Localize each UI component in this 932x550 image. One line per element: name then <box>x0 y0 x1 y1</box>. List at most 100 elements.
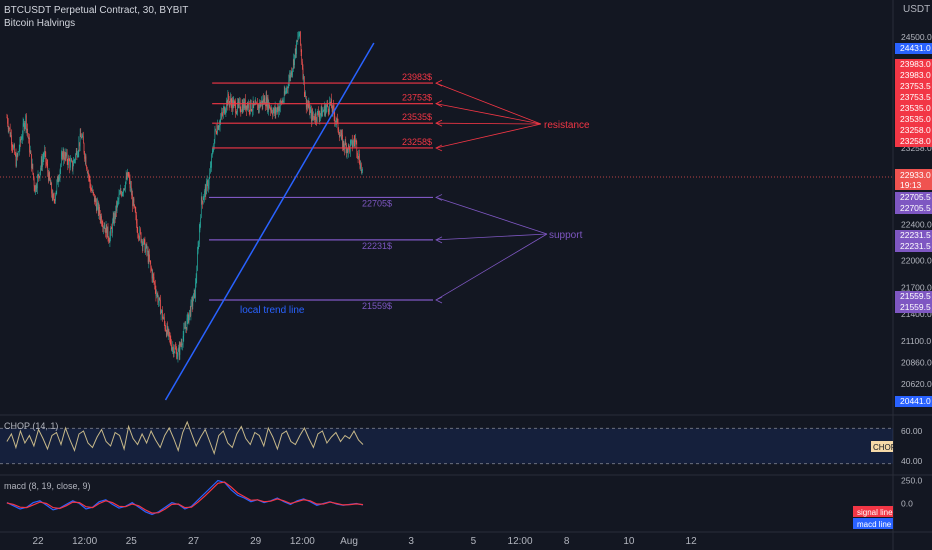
candle-body <box>209 172 210 179</box>
price-badge-label: 23983.0 <box>900 59 931 69</box>
price-tick-label: 21700.0 <box>901 282 932 292</box>
candle-body <box>74 159 76 161</box>
candle-body <box>188 314 190 323</box>
candle-body <box>230 98 232 103</box>
trendline-label: local trend line <box>240 305 305 316</box>
price-badge-label: 23535.0 <box>900 103 931 113</box>
candle-body <box>346 144 347 154</box>
candle-body <box>20 138 21 142</box>
candle-body <box>85 156 87 166</box>
candle-body <box>134 204 135 207</box>
candle-body <box>19 138 21 149</box>
price-badge <box>895 291 932 302</box>
price-tick-label: 21100.0 <box>901 336 931 346</box>
candle-body <box>35 185 36 193</box>
candle-body <box>167 329 169 334</box>
candle-body <box>176 350 177 359</box>
candle-body <box>198 244 199 246</box>
candle-body <box>12 146 14 150</box>
candle-body <box>336 118 337 122</box>
candle-body <box>195 278 197 283</box>
candle-body <box>86 168 88 173</box>
candle-body <box>307 105 309 108</box>
candle-body <box>341 133 343 135</box>
candle-body <box>186 318 188 330</box>
price-badge <box>895 241 932 252</box>
candle-body <box>177 351 179 357</box>
candle-body <box>61 152 63 157</box>
candle-body <box>236 111 238 114</box>
candle-body <box>104 227 106 229</box>
candle-body <box>353 140 355 142</box>
price-tick-label: 23258.0 <box>901 143 932 153</box>
candle-body <box>269 102 270 109</box>
resistance-arrowhead <box>435 144 443 152</box>
candle-body <box>15 154 16 155</box>
support-price-label: 22705$ <box>362 198 392 208</box>
candle-body <box>272 111 274 116</box>
candle-body <box>320 113 321 116</box>
candle-body <box>354 141 356 143</box>
candle-body <box>204 187 206 191</box>
candle-body <box>81 136 82 139</box>
candle-body <box>101 216 102 224</box>
candle-body <box>48 172 50 181</box>
candle-body <box>267 97 268 108</box>
candle-body <box>87 172 89 174</box>
candle-body <box>352 144 354 147</box>
candle-body <box>316 111 318 121</box>
candle-body <box>134 206 136 213</box>
candle-body <box>98 206 100 214</box>
candle-body <box>142 240 143 247</box>
candle-body <box>276 107 278 111</box>
candle-body <box>318 111 319 116</box>
chop-title: CHOP (14, 1) <box>4 421 59 431</box>
candle-body <box>112 222 113 233</box>
candle-body <box>36 188 38 190</box>
resistance-arrow <box>435 123 542 149</box>
candle-body <box>145 247 146 253</box>
candle-body <box>280 100 282 102</box>
candle-body <box>294 54 295 66</box>
candle-body <box>75 151 77 155</box>
price-badge <box>895 43 932 54</box>
candle-body <box>42 159 43 167</box>
candle-body <box>265 104 266 106</box>
candle-body <box>319 115 321 119</box>
price-axis-badges: 24431.023983.023983.023753.523753.523535… <box>895 43 932 407</box>
candle-body <box>84 156 86 159</box>
time-tick-label: 27 <box>187 536 200 547</box>
candle-body <box>295 48 297 55</box>
candle-body <box>33 178 35 187</box>
candle-body <box>172 346 174 348</box>
candle-body <box>169 332 170 337</box>
candle-body <box>126 176 128 179</box>
candle-body <box>64 152 66 160</box>
candle-body <box>182 344 183 345</box>
candle-body <box>204 190 205 198</box>
candle-body <box>190 301 192 316</box>
price-badge <box>895 70 932 81</box>
price-badge-label: 22705.5 <box>900 203 931 213</box>
price-tick-label: 22400.0 <box>901 220 932 230</box>
resistance-arrowhead <box>435 100 443 108</box>
candle-body <box>212 150 214 152</box>
candle-body <box>86 165 87 169</box>
candle-body <box>186 327 187 330</box>
price-tick-label: 24500.0 <box>901 32 932 42</box>
candle-body <box>101 223 103 226</box>
candle-body <box>64 157 65 160</box>
candle-body <box>114 213 116 218</box>
time-tick-label: 12:00 <box>507 536 533 547</box>
resistance-price-label: 23535$ <box>402 112 432 122</box>
candle-body <box>75 154 76 160</box>
price-badge <box>895 192 932 203</box>
chop-band <box>0 428 893 464</box>
macd-tick-label: 0.0 <box>901 499 913 509</box>
time-tick-label: Aug <box>340 536 358 547</box>
candle-body <box>223 109 224 115</box>
candle-body <box>88 172 89 177</box>
candle-body <box>173 346 174 355</box>
candle-body <box>210 166 212 167</box>
